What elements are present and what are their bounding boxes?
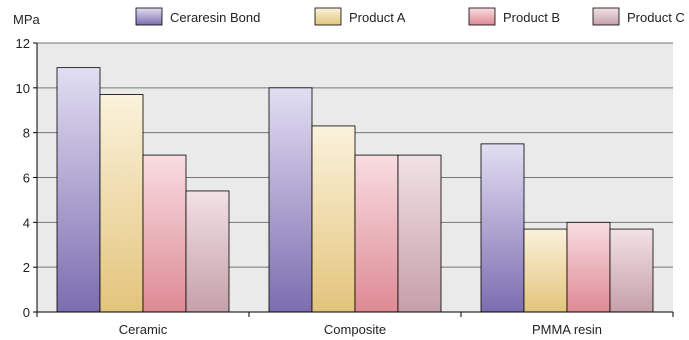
bar-composite-product-a bbox=[311, 125, 356, 313]
bar-pmma-resin-product-b bbox=[566, 221, 611, 313]
y-tick-labels: 0 2 4 6 8 10 12 bbox=[16, 36, 30, 320]
bar-pmma-resin-ceraresin-bond bbox=[480, 143, 525, 313]
legend-swatch bbox=[135, 7, 163, 26]
bar-composite-ceraresin-bond bbox=[268, 87, 313, 313]
x-category-labels: Ceramic Composite PMMA resin bbox=[119, 322, 602, 337]
y-tick-label: 2 bbox=[23, 260, 30, 275]
axes bbox=[33, 42, 674, 317]
x-category-label: PMMA resin bbox=[532, 322, 602, 337]
legend-swatch bbox=[592, 7, 620, 26]
legend-item-product-b: Product B bbox=[468, 7, 560, 26]
legend-swatch bbox=[314, 7, 342, 26]
y-axis-unit-label: MPa bbox=[13, 12, 41, 27]
y-tick-label: 12 bbox=[16, 36, 30, 51]
bar-ceramic-product-a bbox=[99, 94, 144, 313]
y-tick-label: 10 bbox=[16, 81, 30, 96]
bar-ceramic-ceraresin-bond bbox=[56, 67, 101, 313]
legend-label: Ceraresin Bond bbox=[170, 10, 260, 25]
legend-label: Product C bbox=[627, 10, 685, 25]
x-category-label: Ceramic bbox=[119, 322, 168, 337]
legend-item-product-a: Product A bbox=[314, 7, 406, 26]
legend-swatch bbox=[468, 7, 496, 26]
bars bbox=[56, 67, 654, 313]
bar-composite-product-b bbox=[354, 154, 399, 313]
y-tick-label: 4 bbox=[23, 215, 30, 230]
legend-item-product-c: Product C bbox=[592, 7, 685, 26]
bar-composite-product-c bbox=[397, 154, 442, 313]
bar-pmma-resin-product-a bbox=[523, 228, 568, 313]
y-tick-label: 0 bbox=[23, 305, 30, 320]
legend-label: Product A bbox=[349, 10, 406, 25]
legend-label: Product B bbox=[503, 10, 560, 25]
bar-ceramic-product-c bbox=[185, 190, 230, 313]
y-tick-label: 6 bbox=[23, 171, 30, 186]
bar-pmma-resin-product-c bbox=[609, 228, 654, 313]
legend-item-ceraresin-bond: Ceraresin Bond bbox=[135, 7, 260, 26]
y-tick-label: 8 bbox=[23, 126, 30, 141]
bar-ceramic-product-b bbox=[142, 154, 187, 313]
x-category-label: Composite bbox=[324, 322, 386, 337]
legend: Ceraresin Bond Product A Product B Product … bbox=[135, 7, 685, 26]
